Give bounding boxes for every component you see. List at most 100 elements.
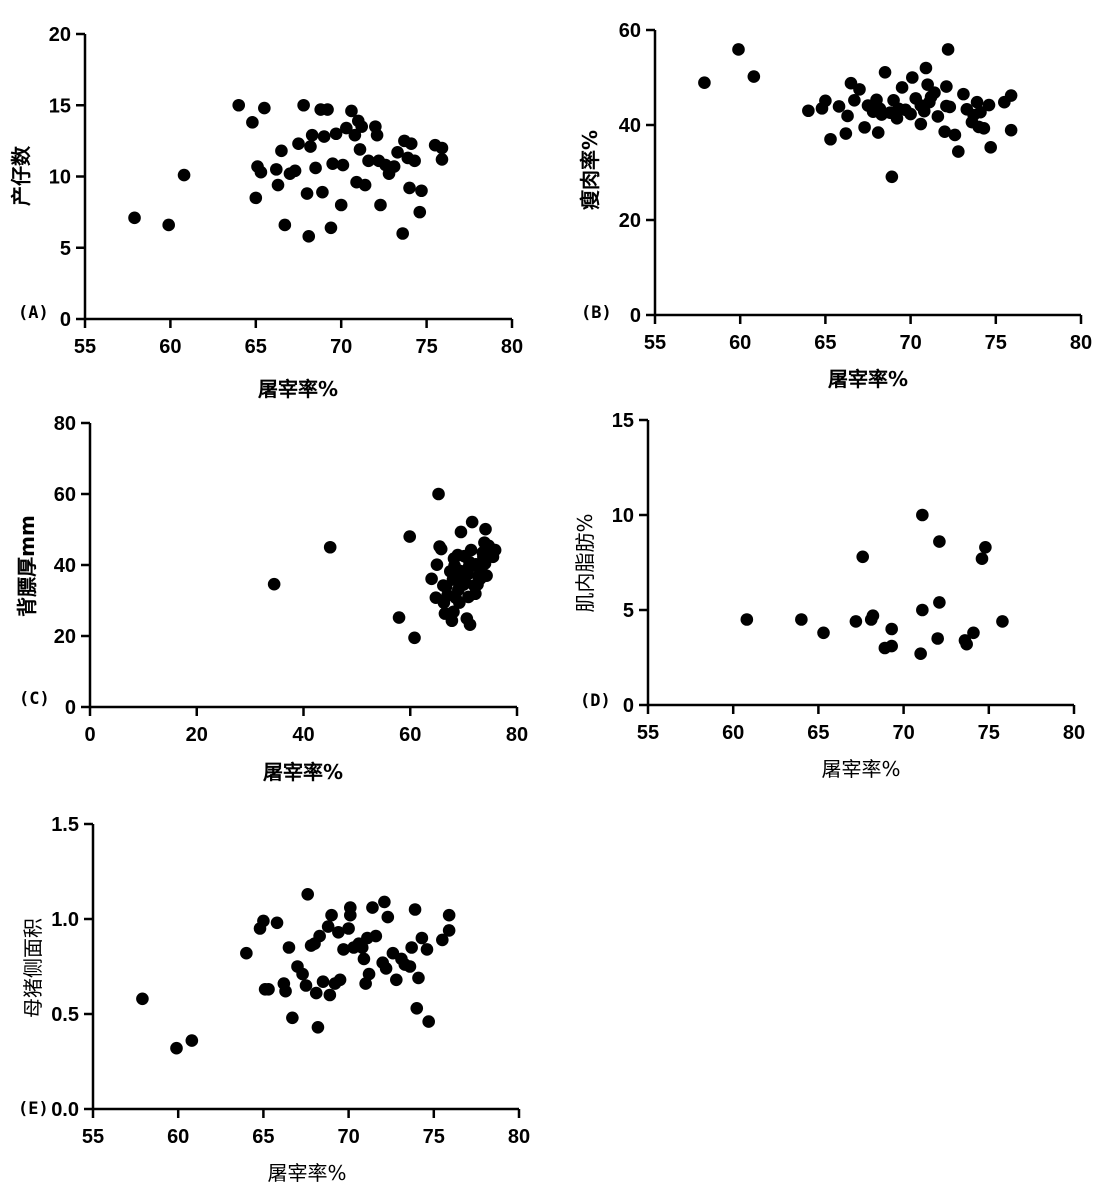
data-point-e: [311, 1021, 325, 1034]
x-axis-title-e: 屠宰率%: [267, 1161, 346, 1185]
data-point-d: [914, 647, 927, 660]
data-point-a: [288, 164, 302, 178]
data-point-d: [960, 637, 973, 651]
data-point-c: [480, 569, 493, 582]
data-point-b: [871, 126, 885, 139]
data-point-c: [464, 543, 478, 557]
data-point-e: [279, 984, 292, 998]
data-point-b: [832, 100, 846, 113]
x-tick-label-c: 80: [506, 724, 528, 746]
data-point-e: [381, 910, 395, 924]
data-point-a: [297, 98, 310, 112]
data-point-e: [405, 941, 418, 954]
data-point-c: [408, 631, 421, 645]
data-point-b: [878, 65, 892, 79]
data-point-b: [841, 109, 854, 123]
data-point-d: [856, 550, 870, 564]
data-point-e: [390, 973, 403, 987]
data-point-b: [948, 128, 962, 142]
data-point-e: [422, 1015, 435, 1028]
data-point-a: [304, 140, 317, 153]
y-axis-title-e: 母猪侧面积: [21, 918, 45, 1018]
data-point-c: [465, 515, 479, 529]
data-point-b: [819, 94, 832, 108]
data-point-a: [387, 160, 401, 173]
x-tick-label-b: 80: [1070, 332, 1092, 354]
x-tick-label-e: 60: [167, 1126, 189, 1148]
data-point-a: [271, 178, 285, 192]
x-tick-label-c: 0: [84, 724, 95, 746]
y-axis-title-d: 肌内脂肪%: [573, 513, 597, 612]
chart-panel-b: 瘦肉率% 屠宰率% (B) 55 60 65 70 75 80 0 20 40 60: [578, 20, 1092, 391]
data-point-b: [890, 112, 904, 125]
data-point-e: [323, 988, 337, 1002]
x-tick-label-d: 70: [892, 722, 914, 744]
x-tick-label-e: 75: [423, 1126, 445, 1148]
data-point-e: [355, 941, 369, 954]
x-tick-label-a: 55: [74, 336, 96, 358]
y-tick-label-c: 80: [54, 413, 76, 435]
data-point-a: [435, 141, 449, 155]
chart-panel-c: 背膘厚mm 屠宰率% (C) 0 20 40 60 80 0 20 40 60 80: [15, 413, 528, 784]
x-tick-label-b: 65: [814, 332, 836, 354]
y-axis-title-b: 瘦肉率%: [578, 130, 602, 210]
data-point-e: [403, 960, 417, 973]
data-point-a: [435, 153, 449, 166]
data-point-e: [442, 924, 456, 937]
data-point-a: [300, 187, 314, 200]
data-point-e: [170, 1041, 183, 1055]
data-point-c: [323, 540, 337, 554]
data-point-b: [952, 145, 965, 158]
data-point-b: [941, 43, 955, 56]
y-tick-label-a: 10: [49, 167, 71, 189]
y-tick-label-d: 10: [612, 505, 634, 527]
data-point-e: [333, 973, 347, 987]
data-point-a: [309, 161, 322, 175]
chart-panel-e: 母猪侧面积 屠宰率% (E) 55 60 65 70 75 80 0.0 0.5 1.0 1.5: [18, 814, 530, 1185]
data-point-e: [185, 1034, 199, 1047]
chart-panel-a: 产仔数 屠宰率% (A) 55 60 65 70 75 80 0 5 10 15 20: [9, 24, 523, 401]
data-point-d: [916, 508, 929, 522]
data-point-a: [374, 198, 387, 212]
y-tick-label-a: 20: [49, 24, 71, 46]
data-point-b: [858, 121, 871, 134]
y-tick-label-a: 15: [49, 95, 71, 117]
data-point-a: [353, 143, 367, 156]
data-point-e: [415, 931, 429, 945]
y-tick-label-d: 0: [623, 695, 634, 717]
data-point-d: [795, 613, 808, 626]
data-point-a: [162, 218, 175, 232]
data-point-e: [378, 895, 391, 909]
data-point-c: [430, 558, 444, 571]
data-point-c: [403, 530, 417, 543]
data-point-c: [454, 525, 468, 539]
data-point-e: [332, 926, 345, 939]
x-tick-label-a: 60: [159, 336, 181, 358]
data-point-a: [355, 120, 368, 133]
panel-label-a: (A): [18, 303, 49, 323]
data-point-d: [967, 626, 980, 640]
data-point-e: [286, 1011, 299, 1025]
data-point-a: [275, 144, 288, 158]
data-point-d: [996, 615, 1009, 628]
data-point-a: [321, 103, 334, 116]
data-point-a: [334, 198, 348, 212]
data-point-e: [442, 908, 456, 922]
data-point-b: [747, 70, 761, 83]
data-point-b: [732, 43, 745, 56]
data-point-d: [933, 535, 946, 548]
data-point-d: [885, 639, 898, 653]
data-point-b: [982, 98, 996, 112]
y-tick-label-c: 20: [54, 626, 76, 648]
data-point-d: [933, 596, 946, 609]
x-tick-label-a: 70: [330, 336, 352, 358]
y-tick-label-a: 0: [60, 309, 71, 331]
panel-label-c: (C): [19, 689, 50, 709]
panel-label-b: (B): [581, 303, 612, 323]
data-point-a: [232, 98, 246, 112]
y-tick-label-d: 5: [623, 600, 634, 622]
x-axis-title-a: 屠宰率%: [258, 377, 338, 401]
data-point-a: [246, 116, 259, 129]
data-point-c: [392, 611, 406, 624]
data-point-e: [344, 908, 357, 922]
